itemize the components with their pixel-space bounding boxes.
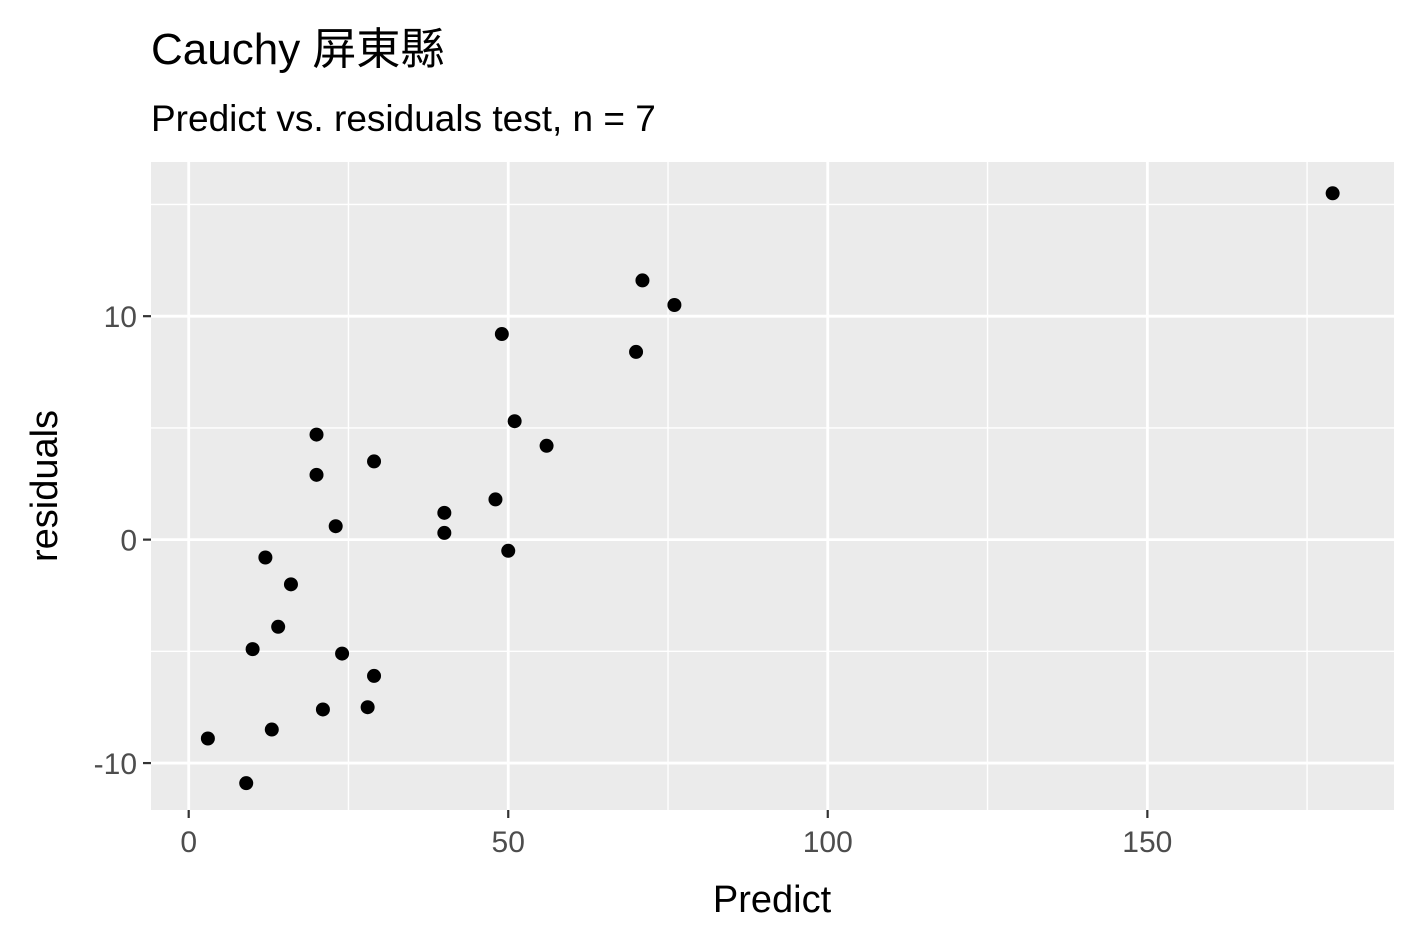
data-point [437, 525, 452, 540]
minor-gridlines [151, 162, 1394, 810]
x-tick-label: 50 [492, 826, 525, 859]
data-point [245, 642, 260, 657]
data-point [494, 327, 509, 342]
data-point [360, 700, 375, 715]
x-tick-label: 100 [803, 826, 853, 859]
data-point [239, 776, 254, 791]
data-point [309, 427, 324, 442]
data-point [271, 619, 286, 634]
data-point [667, 298, 682, 313]
chart-title: Cauchy 屏東縣 [151, 25, 444, 74]
y-tick-label: 10 [104, 301, 137, 334]
data-point [488, 492, 503, 507]
major-gridlines [151, 162, 1394, 810]
y-tick-label: 0 [120, 525, 137, 558]
data-points [200, 186, 1340, 791]
data-point [283, 577, 298, 592]
data-point [507, 414, 522, 429]
axis-ticks [143, 315, 1149, 818]
data-point [264, 722, 279, 737]
data-point [367, 668, 382, 683]
data-point [367, 454, 382, 469]
data-point [635, 273, 650, 288]
data-point [335, 646, 350, 661]
y-axis-title: residuals [24, 410, 66, 562]
chart-subtitle: Predict vs. residuals test, n = 7 [151, 98, 656, 139]
plot-panel [151, 162, 1394, 810]
data-point [328, 519, 343, 534]
data-point [309, 467, 324, 482]
x-axis-title: Predict [713, 879, 832, 921]
x-tick-label: 0 [180, 826, 197, 859]
data-point [1325, 186, 1340, 201]
data-point [315, 702, 330, 717]
data-point [200, 731, 215, 746]
data-point [539, 438, 554, 453]
data-point [629, 344, 644, 359]
y-tick-label: -10 [94, 748, 137, 781]
tick-labels: 0 50 100 150 -10 0 10 [94, 301, 1173, 859]
data-point [437, 505, 452, 520]
x-tick-label: 150 [1122, 826, 1172, 859]
data-point [258, 550, 273, 565]
data-point [501, 543, 516, 558]
